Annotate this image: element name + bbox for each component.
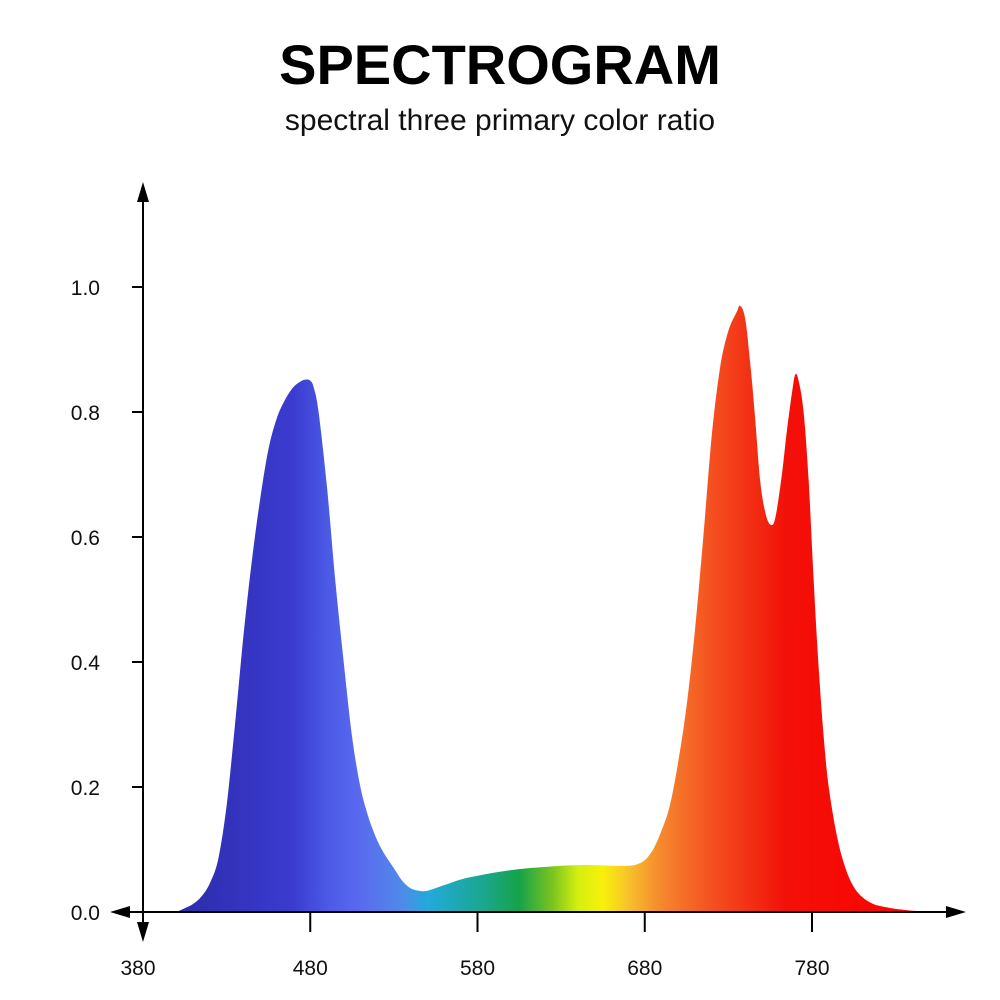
y-tick-label: 1.0 — [71, 277, 100, 300]
x-tick-label: 580 — [460, 957, 495, 980]
y-tick-label: 0.4 — [71, 652, 101, 675]
x-axis-right-arrow-icon — [946, 906, 966, 918]
ticks: 0.0 0.2 0.4 0.6 0.8 1.0 380 480 580 680 780 — [71, 277, 830, 980]
x-axis-left-arrow-icon — [110, 906, 130, 918]
y-tick-label: 0.0 — [71, 902, 100, 925]
x-tick-label: 780 — [794, 957, 829, 980]
y-tick-label: 0.8 — [71, 402, 100, 425]
x-tick-label: 380 — [120, 957, 155, 980]
chart-subtitle: spectral three primary color ratio — [284, 104, 716, 137]
chart-title: SPECTROGRAM — [279, 33, 721, 96]
x-tick-label: 680 — [627, 957, 662, 980]
y-tick-label: 0.2 — [71, 777, 100, 800]
area-layer — [176, 305, 930, 912]
x-tick-label: 480 — [293, 957, 328, 980]
spectrum-area — [176, 305, 930, 912]
y-axis-bottom-arrow-icon — [137, 922, 149, 942]
y-axis-top-arrow-icon — [137, 182, 149, 202]
y-tick-label: 0.6 — [71, 527, 100, 550]
